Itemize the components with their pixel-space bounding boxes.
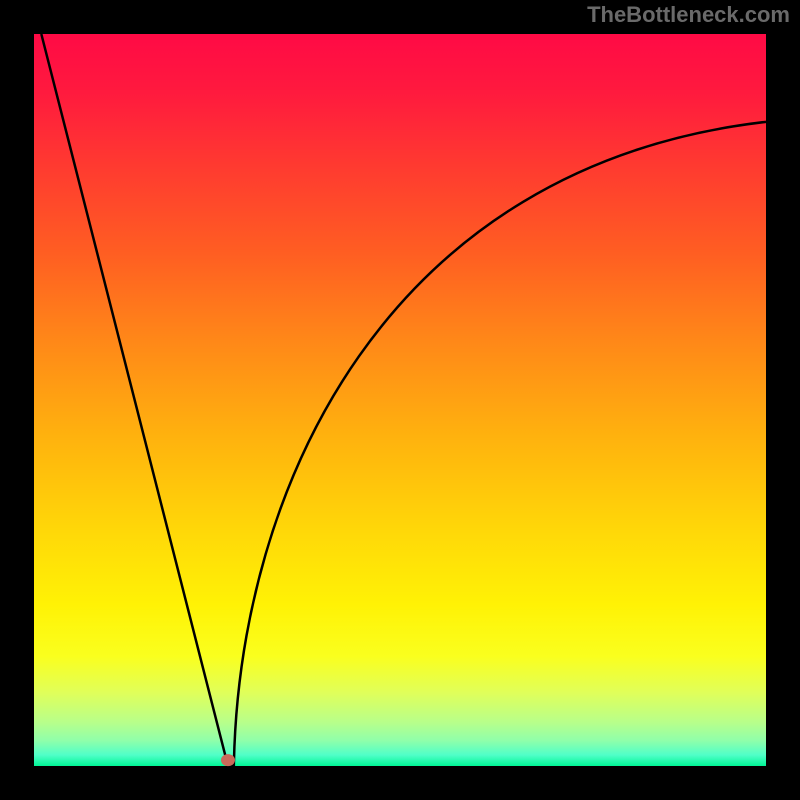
chart-svg: [0, 0, 800, 800]
chart-container: TheBottleneck.com: [0, 0, 800, 800]
min-marker: [221, 754, 235, 766]
watermark: TheBottleneck.com: [587, 2, 790, 28]
